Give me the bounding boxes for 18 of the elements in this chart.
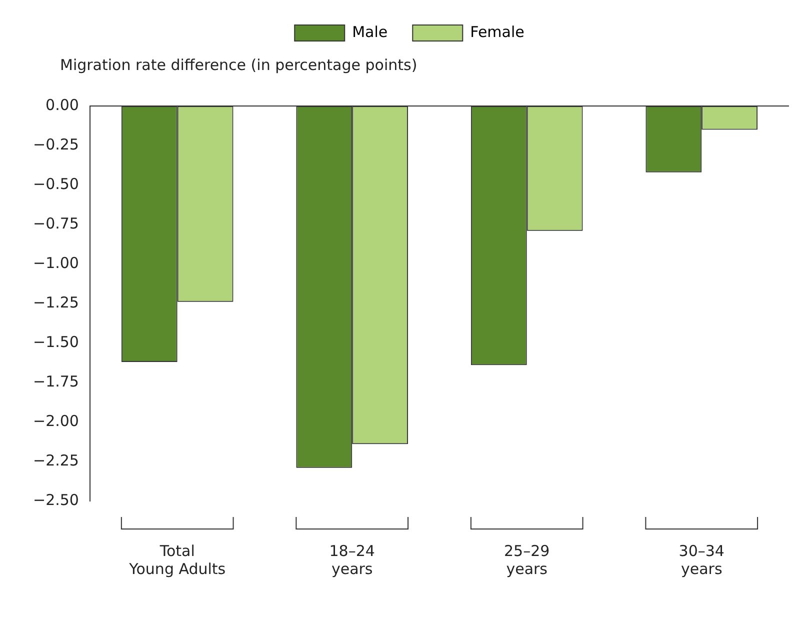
y-tick-label: −0.25 [33,135,79,154]
y-tick-label: −1.25 [33,293,79,312]
y-tick-label: 0.00 [46,96,79,114]
y-tick-label: −2.00 [33,412,79,430]
y-tick-label: −1.50 [33,332,79,351]
x-tick-label: 25–29 years [504,542,550,578]
x-tick-label: 18–24 years [329,542,375,578]
y-axis-title: Migration rate difference (in percentage points) [60,56,418,74]
x-tick-label: Total Young Adults [128,542,226,578]
y-tick-label: −1.75 [33,372,79,390]
y-tick-label: −0.50 [33,174,79,193]
y-tick-label: −1.00 [33,254,79,272]
x-tick-label: 30–34 years [678,542,724,578]
y-tick-label: −0.75 [33,214,79,232]
legend-label: Female [470,22,524,41]
legend-label: Male [352,22,388,41]
y-tick-label: −2.25 [33,451,79,470]
y-tick-label: −2.50 [33,490,79,509]
